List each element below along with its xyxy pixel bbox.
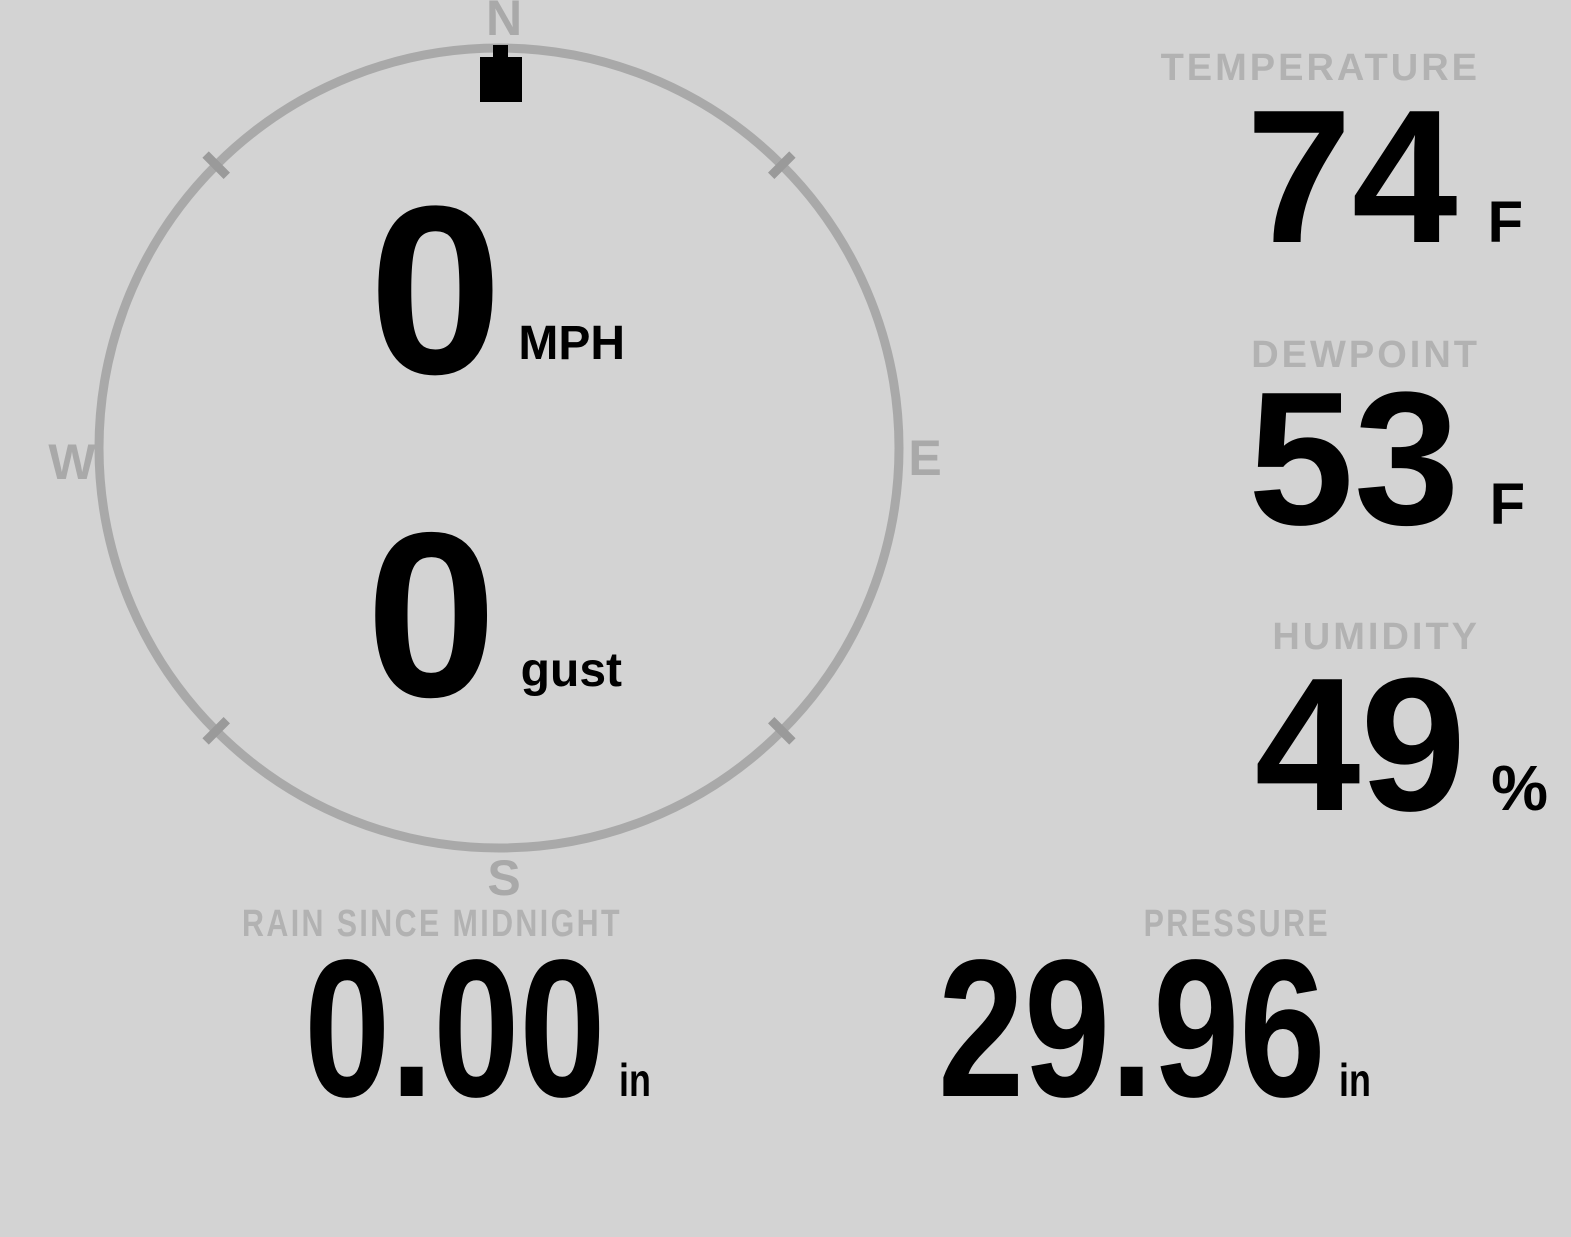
compass-tick-se	[768, 717, 796, 745]
compass-tick-ne	[768, 151, 796, 179]
compass-dial	[94, 43, 904, 853]
humidity-label: HUMIDITY	[1272, 616, 1480, 658]
wind-gust-value: 0	[365, 483, 497, 746]
rain-since-midnight-label: RAIN SINCE MIDNIGHT	[242, 903, 622, 945]
wind-speed-readout: 0 MPH	[369, 170, 625, 410]
cardinal-west-label: W	[48, 434, 96, 490]
pressure-readout: 29.96 in	[835, 931, 1380, 1127]
humidity-readout: 49 %	[1255, 650, 1548, 840]
wind-gust-unit: gust	[520, 644, 622, 697]
cardinal-north-label: N	[485, 0, 523, 46]
dewpoint-unit: F	[1489, 472, 1525, 537]
humidity-value: 49	[1254, 639, 1467, 851]
wind-direction-marker-stub	[493, 45, 508, 58]
humidity-unit: %	[1491, 752, 1548, 824]
wind-speed-unit: MPH	[518, 317, 625, 370]
pressure-label: PRESSURE	[1143, 903, 1330, 945]
temperature-label: TEMPERATURE	[1160, 47, 1480, 89]
wind-gust-readout: 0 gust	[366, 497, 622, 732]
cardinal-south-label: S	[487, 850, 521, 906]
temperature-readout: 74 F	[1246, 82, 1523, 272]
compass-tick-nw	[202, 151, 230, 179]
dewpoint-value: 53	[1248, 353, 1460, 565]
rain-value: 0.00	[303, 919, 606, 1138]
pressure-value: 29.96	[937, 919, 1326, 1138]
cardinal-east-label: E	[908, 430, 942, 486]
dewpoint-label: DEWPOINT	[1251, 334, 1480, 376]
rain-since-midnight-readout: 0.00 in	[224, 931, 660, 1127]
temperature-unit: F	[1487, 190, 1523, 255]
wind-speed-value: 0	[368, 156, 503, 424]
compass-tick-sw	[202, 717, 230, 745]
wind-direction-marker-icon	[480, 57, 522, 102]
pressure-unit: in	[1339, 1054, 1372, 1106]
temperature-value: 74	[1246, 71, 1458, 283]
dewpoint-readout: 53 F	[1248, 364, 1525, 554]
rain-unit: in	[619, 1054, 652, 1106]
